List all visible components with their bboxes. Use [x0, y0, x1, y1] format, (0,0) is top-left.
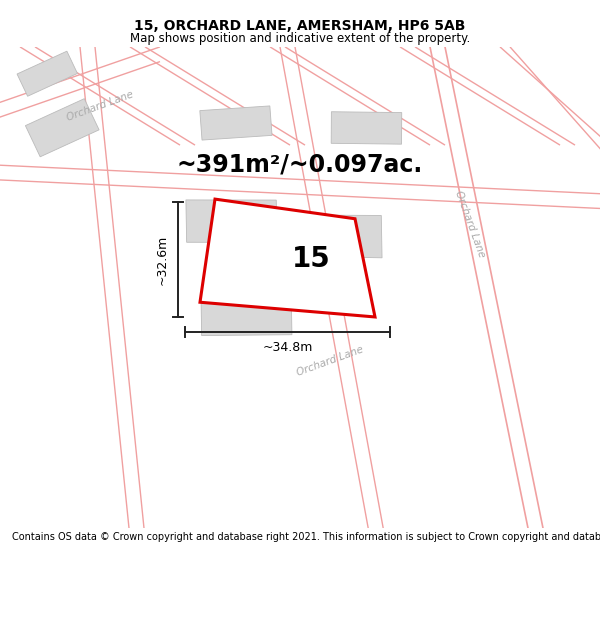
Polygon shape — [25, 99, 99, 157]
Text: Orchard Lane: Orchard Lane — [295, 344, 365, 378]
Text: ~391m²/~0.097ac.: ~391m²/~0.097ac. — [177, 152, 423, 177]
Text: 15, ORCHARD LANE, AMERSHAM, HP6 5AB: 15, ORCHARD LANE, AMERSHAM, HP6 5AB — [134, 19, 466, 33]
Text: ~32.6m: ~32.6m — [155, 234, 169, 284]
Text: Contains OS data © Crown copyright and database right 2021. This information is : Contains OS data © Crown copyright and d… — [12, 532, 600, 542]
Text: ~34.8m: ~34.8m — [262, 341, 313, 354]
Polygon shape — [17, 51, 77, 96]
Polygon shape — [331, 112, 402, 144]
Text: Orchard Lane: Orchard Lane — [453, 189, 487, 258]
Text: 15: 15 — [292, 245, 331, 273]
Polygon shape — [200, 106, 272, 140]
Text: Orchard Lane: Orchard Lane — [65, 89, 135, 122]
Polygon shape — [201, 293, 292, 336]
Polygon shape — [306, 215, 382, 258]
Polygon shape — [200, 199, 375, 317]
Text: Map shows position and indicative extent of the property.: Map shows position and indicative extent… — [130, 32, 470, 45]
Polygon shape — [186, 200, 277, 242]
